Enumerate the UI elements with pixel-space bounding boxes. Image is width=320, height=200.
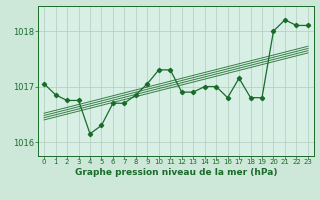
X-axis label: Graphe pression niveau de la mer (hPa): Graphe pression niveau de la mer (hPa) [75,168,277,177]
